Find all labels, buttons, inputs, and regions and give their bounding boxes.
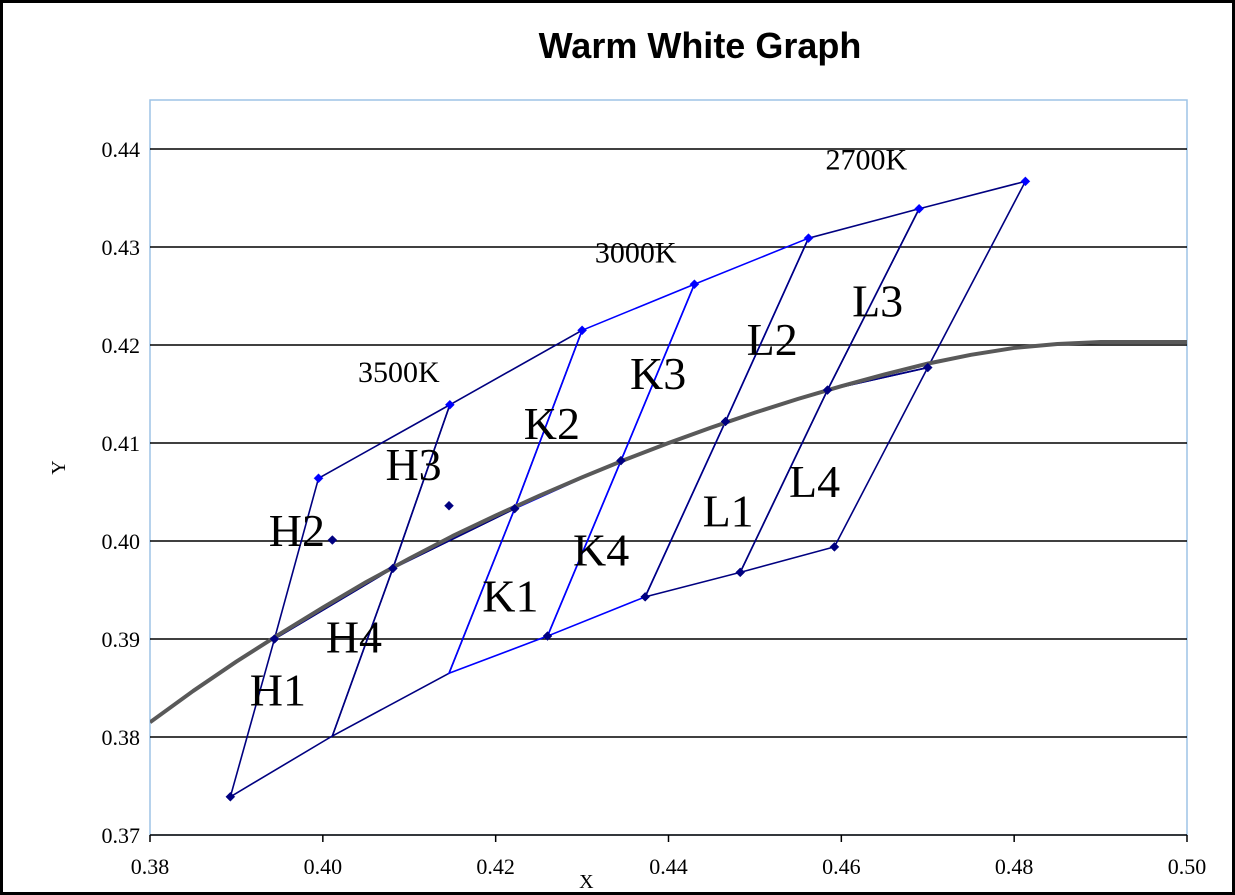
plot-area-border [149, 99, 1188, 836]
data-point-marker [225, 791, 236, 802]
y-tick-label: 0.41 [102, 431, 141, 456]
x-tick-label: 0.44 [649, 854, 688, 879]
data-point-marker [327, 535, 338, 545]
bin-label: L4 [789, 456, 840, 507]
x-tick-label: 0.42 [476, 854, 515, 879]
cct-label: 3500K [358, 356, 440, 389]
x-tick-label: 0.46 [822, 854, 861, 879]
bin-label: K1 [482, 571, 538, 622]
bin-label: H2 [269, 505, 325, 556]
bin-label: K2 [524, 398, 580, 449]
y-tick-label: 0.39 [102, 627, 141, 652]
chart-title: Warm White Graph [538, 25, 862, 66]
data-point-marker [577, 325, 587, 336]
data-point-marker [445, 399, 455, 410]
x-tick-label: 0.48 [995, 854, 1034, 879]
y-tick-label: 0.37 [102, 823, 141, 848]
y-tick-label: 0.40 [102, 529, 141, 554]
bin-label: K3 [630, 348, 686, 399]
bin-label: H3 [385, 439, 441, 490]
cct-label: 3000K [595, 237, 677, 270]
data-point-marker [616, 455, 626, 466]
data-point-marker [720, 416, 731, 427]
x-axis-title: X [579, 871, 594, 893]
data-point-marker [1020, 176, 1031, 187]
y-tick-label: 0.38 [102, 725, 141, 750]
blackbody-curve [150, 340, 1187, 724]
y-axis-title: Y [48, 460, 70, 474]
data-point-marker [803, 233, 814, 244]
y-tick-label: 0.43 [102, 235, 141, 260]
x-tick-label: 0.50 [1168, 854, 1207, 879]
data-point-marker [914, 203, 924, 214]
bin-label: L2 [747, 314, 798, 365]
data-point-marker [387, 563, 398, 574]
y-tick-label: 0.44 [102, 137, 141, 162]
bin-label: H1 [250, 665, 306, 716]
data-point-marker [735, 567, 746, 578]
bin-label: L1 [703, 485, 754, 536]
data-point-marker [313, 473, 324, 484]
data-point-marker [822, 385, 833, 395]
data-point-marker [269, 634, 280, 644]
bin-label: H4 [326, 612, 382, 663]
x-tick-label: 0.40 [304, 854, 343, 879]
data-point-marker [509, 503, 520, 514]
data-point-marker [689, 279, 700, 290]
x-tick-label: 0.38 [131, 854, 170, 879]
bin-label: K4 [573, 525, 629, 576]
plot-content [150, 176, 1187, 802]
data-point-marker [542, 631, 553, 641]
data-point-marker [829, 542, 840, 552]
y-tick-label: 0.42 [102, 333, 141, 358]
data-point-marker [444, 500, 454, 511]
data-point-marker [922, 362, 933, 373]
data-point-marker [640, 592, 651, 602]
bin-label: L3 [852, 276, 903, 327]
cct-label: 2700K [826, 144, 908, 177]
